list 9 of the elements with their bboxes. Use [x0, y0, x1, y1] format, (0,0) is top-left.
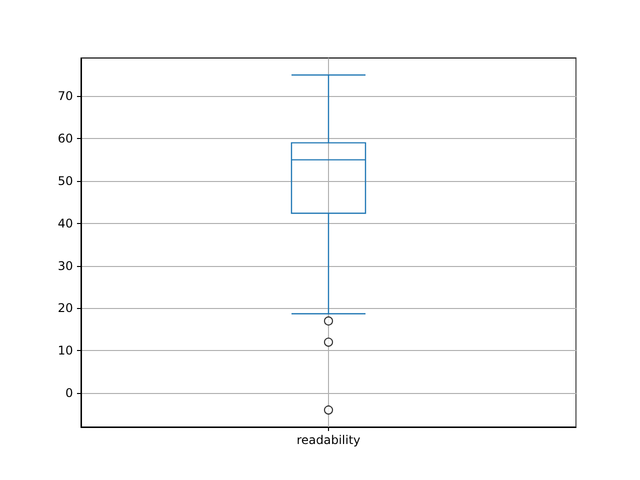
- y-tick-label: 30: [58, 258, 73, 273]
- y-tick-label: 10: [58, 344, 73, 358]
- y-tick-label: 50: [58, 174, 73, 188]
- y-tick-label: 70: [58, 89, 73, 104]
- y-tick-label: 40: [58, 216, 73, 230]
- y-tick-label: 60: [58, 132, 73, 146]
- x-tick-label: readability: [296, 433, 360, 447]
- y-tick-label: 20: [58, 301, 73, 316]
- y-tick-label: 0: [65, 386, 73, 400]
